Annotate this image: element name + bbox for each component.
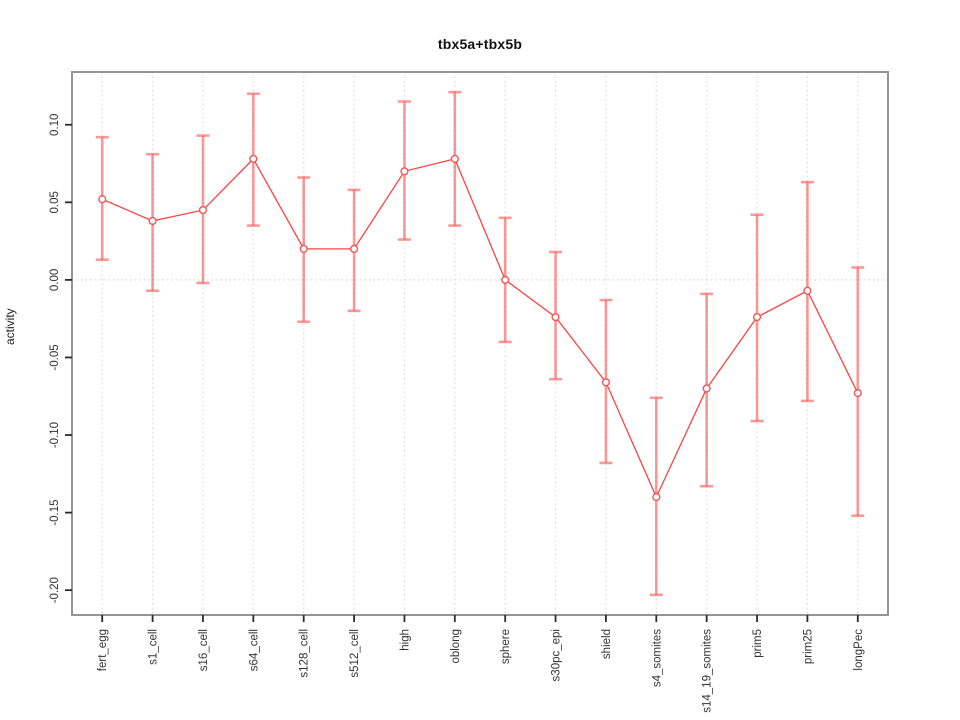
- data-point-marker: [652, 492, 661, 502]
- x-tick-label: s14_19_somites: [702, 629, 714, 713]
- data-point-marker: [249, 154, 258, 163]
- y-tick-label: -0.05: [49, 344, 61, 370]
- x-tick-label: oblong: [450, 629, 462, 664]
- y-axis-title-text: activity: [3, 308, 17, 345]
- y-tick-label: -0.15: [49, 499, 61, 525]
- y-tick-label: -0.20: [49, 577, 61, 603]
- x-tick-label: s30pc_epi: [551, 629, 563, 681]
- x-tick-label: s16_cell: [198, 629, 210, 671]
- data-point-marker: [702, 384, 711, 393]
- x-tick-label: high: [399, 629, 411, 651]
- x-tick-label: s64_cell: [248, 629, 260, 671]
- y-tick-label: 0.05: [49, 191, 61, 213]
- data-point-marker: [601, 378, 611, 387]
- x-tick-label: s128_cell: [299, 629, 311, 678]
- x-tick-label: s1_cell: [148, 629, 160, 665]
- x-tick-label: shield: [601, 629, 613, 659]
- series-line: [101, 157, 859, 499]
- x-tick-label: s512_cell: [349, 629, 361, 678]
- x-tick-label: prim25: [802, 629, 814, 664]
- data-point-marker: [299, 244, 308, 253]
- x-tick-label: longPec: [853, 629, 865, 671]
- data-point-marker: [501, 275, 510, 284]
- data-point-marker: [198, 205, 208, 215]
- data-point-marker: [803, 286, 812, 295]
- data-point-marker: [853, 389, 862, 398]
- x-tick-label: sphere: [500, 629, 512, 664]
- x-tick-label: s4_somites: [651, 629, 663, 687]
- data-point-marker: [98, 195, 107, 204]
- x-tick-label: prim5: [752, 629, 764, 658]
- data-point-marker: [450, 154, 459, 163]
- x-tick-label: fert_egg: [97, 629, 109, 671]
- y-tick-label: 0.10: [49, 114, 61, 136]
- y-tick-label: 0.00: [49, 269, 61, 291]
- data-point-marker: [349, 244, 359, 253]
- y-tick-label: -0.10: [49, 422, 61, 448]
- plot-box-border: [71, 71, 889, 616]
- chart-title: tbx5a+tbx5b: [437, 36, 523, 52]
- data-point-marker: [752, 313, 762, 322]
- data-point-marker: [400, 167, 409, 176]
- data-point-marker: [148, 216, 157, 226]
- data-point-marker: [551, 313, 560, 322]
